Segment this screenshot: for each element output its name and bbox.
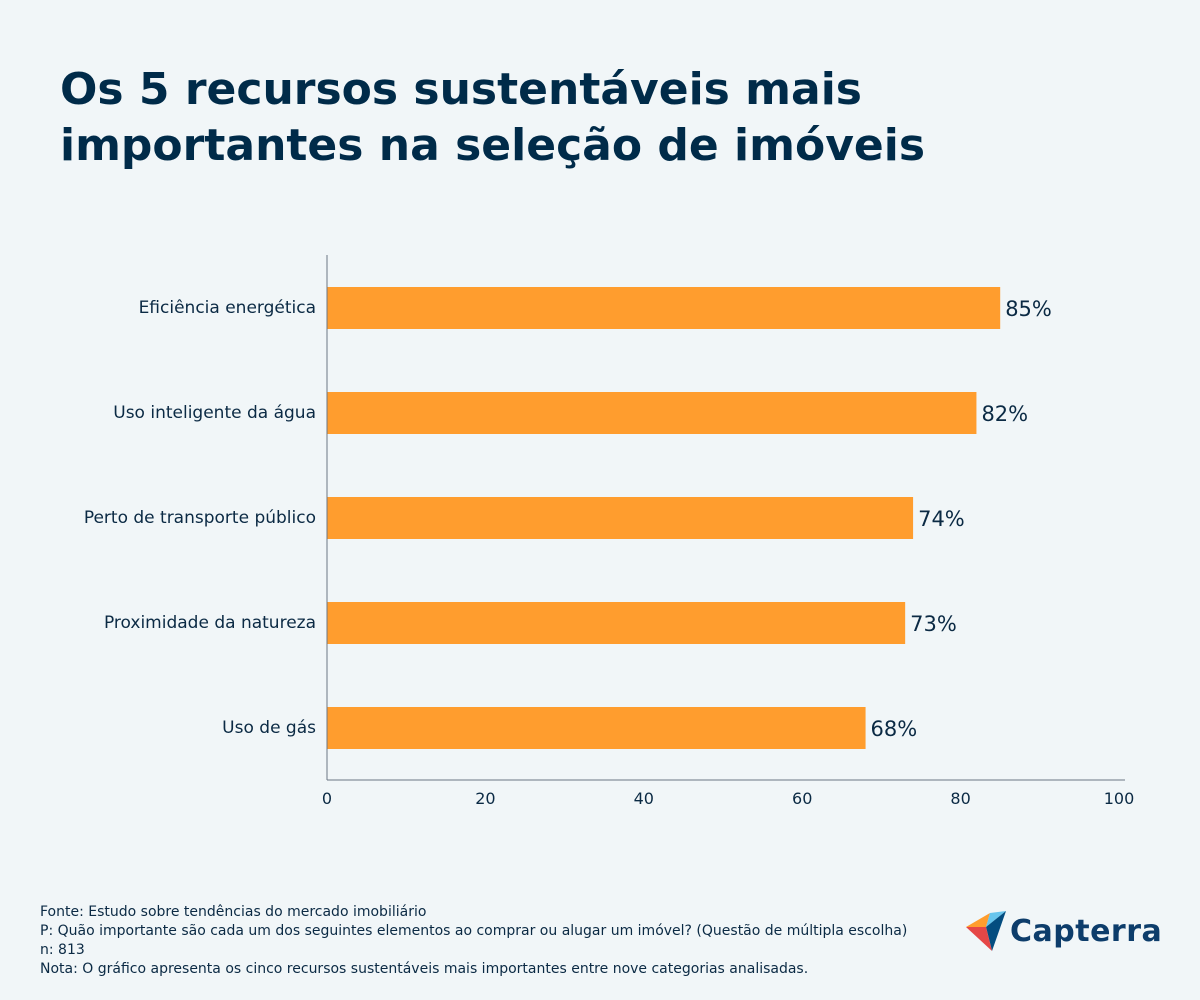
value-label-3: 74% <box>918 507 965 531</box>
category-label-5: Uso de gás <box>222 718 316 738</box>
footer-note: Nota: O gráfico apresenta os cinco recur… <box>40 961 809 977</box>
category-label-4: Proximidade da natureza <box>104 613 316 633</box>
bar-4 <box>327 602 906 644</box>
footer-question: P: Quão importante são cada um dos segui… <box>40 923 908 939</box>
x-tick-label-60: 60 <box>792 789 812 808</box>
footer-sample-size: n: 813 <box>40 942 85 958</box>
bar-2 <box>327 392 977 434</box>
category-label-2: Uso inteligente da água <box>113 403 316 423</box>
bar-5 <box>327 707 866 749</box>
bar-3 <box>327 497 914 539</box>
capterra-logo: Capterra <box>966 908 1162 954</box>
bar-1 <box>327 287 1001 329</box>
x-tick-label-20: 20 <box>475 789 495 808</box>
capterra-logo-text: Capterra <box>1010 913 1163 949</box>
chart-footer: Fonte: Estudo sobre tendências do mercad… <box>40 903 920 979</box>
category-label-1: Eficiência energética <box>139 298 316 318</box>
value-label-1: 85% <box>1005 297 1052 321</box>
x-tick-label-80: 80 <box>950 789 970 808</box>
x-tick-label-0: 0 <box>322 789 332 808</box>
x-tick-label-40: 40 <box>634 789 654 808</box>
title-line-2: importantes na seleção de imóveis <box>60 120 926 171</box>
x-tick-label-100: 100 <box>1104 789 1135 808</box>
bar-chart: Eficiência energética 85% Uso inteligente … <box>84 255 1135 808</box>
chart-title: Os 5 recursos sustentáveis mais importan… <box>60 62 1060 174</box>
capterra-logo-icon <box>966 911 1006 951</box>
value-label-4: 73% <box>910 612 957 636</box>
value-label-5: 68% <box>871 717 918 741</box>
value-label-2: 82% <box>981 402 1028 426</box>
title-line-1: Os 5 recursos sustentáveis mais <box>60 64 862 115</box>
footer-source: Fonte: Estudo sobre tendências do mercad… <box>40 904 427 920</box>
category-label-3: Perto de transporte público <box>84 508 316 528</box>
